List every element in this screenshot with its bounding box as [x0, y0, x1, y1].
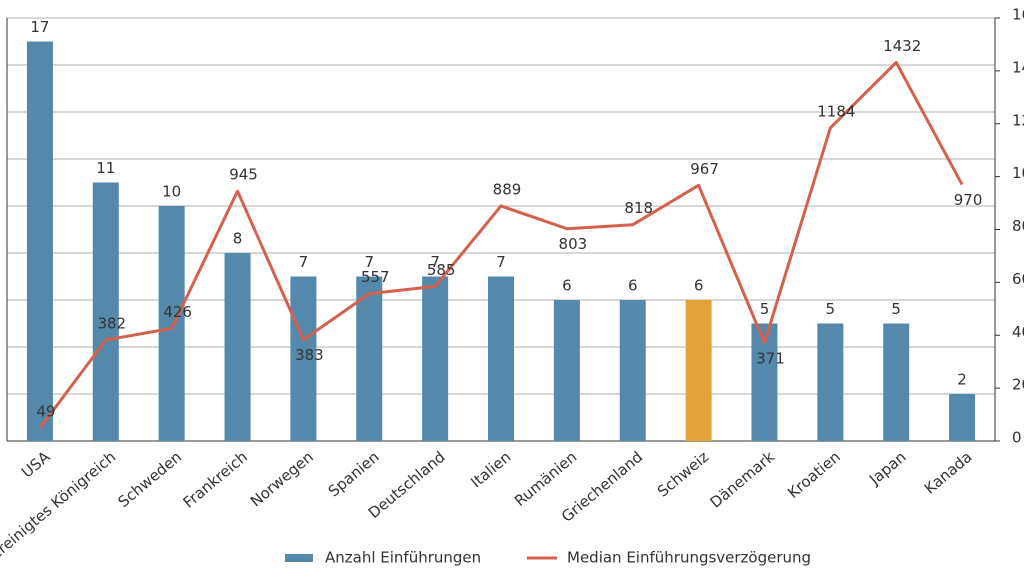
line: [38, 60, 964, 429]
y2-tick-label: 1600: [1012, 6, 1024, 24]
line-value-label: 970: [954, 191, 983, 209]
x-tick-label: Japan: [865, 448, 909, 489]
x-tick-label: Kanada: [921, 448, 976, 498]
bar: [224, 253, 251, 441]
bar: [685, 300, 712, 441]
bar-value-label: 7: [299, 253, 309, 271]
bar-value-label: 5: [760, 300, 770, 318]
line-value-label: 967: [690, 160, 719, 178]
bar: [290, 276, 317, 441]
line-value-label: 49: [36, 403, 55, 421]
line-value-label: 818: [624, 199, 653, 217]
legend-swatch: [285, 554, 313, 562]
x-tick-label: Rumänien: [511, 448, 580, 510]
legend-label: Median Einführungsverzögerung: [567, 549, 811, 567]
y2-tick-label: 1000: [1012, 164, 1024, 182]
bar-value-label: 17: [30, 18, 49, 36]
bar-value-label: 8: [233, 230, 243, 248]
bar-value-label: 6: [562, 277, 572, 295]
x-tick-label: Frankreich: [180, 448, 251, 512]
line-value-label: 371: [756, 349, 785, 367]
y2-tick-label: 600: [1012, 270, 1024, 288]
bar: [553, 300, 580, 441]
bar-value-label: 5: [826, 300, 836, 318]
bar-value-label: 6: [628, 277, 638, 295]
line-value-label: 383: [295, 346, 324, 364]
bar: [92, 182, 119, 441]
line-value-label: 889: [493, 180, 522, 198]
x-tick-label: USA: [18, 447, 54, 481]
bar: [158, 206, 185, 441]
bar: [422, 276, 449, 441]
bar: [883, 323, 910, 441]
bar-value-label: 7: [430, 253, 440, 271]
x-tick-label: Schweiz: [654, 448, 712, 501]
bar: [26, 41, 53, 441]
bar: [817, 323, 844, 441]
y2-tick-label: 800: [1012, 217, 1024, 235]
line-value-label: 803: [559, 235, 588, 253]
line-value-label: 1432: [883, 37, 921, 55]
bar: [356, 276, 383, 441]
x-tick-label: Italien: [467, 448, 514, 492]
bar-value-label: 5: [891, 300, 901, 318]
y2-tick-label: 400: [1012, 323, 1024, 341]
bar: [619, 300, 646, 441]
bar-value-label: 6: [694, 277, 704, 295]
bar-value-label: 10: [162, 183, 181, 201]
x-tick-label: Norwegen: [247, 448, 317, 511]
x-tick-label: Spanien: [325, 448, 383, 501]
bar-value-label: 2: [957, 371, 967, 389]
bar: [949, 394, 976, 441]
y2-tick-label: 200: [1012, 376, 1024, 394]
line-value-label: 1184: [817, 102, 855, 120]
bar-value-label: 7: [496, 253, 506, 271]
y2-tick-label: 0: [1012, 429, 1022, 447]
line-value-label: 585: [427, 261, 456, 279]
x-tick-label: Kroatien: [784, 448, 844, 502]
line-value-label: 382: [97, 315, 126, 333]
x-tick-label: Dänemark: [707, 448, 779, 512]
legend-label: Anzahl Einführungen: [325, 549, 481, 567]
x-tick-label: Vereinigtes Königreich: [0, 448, 119, 569]
bar-value-label: 7: [364, 253, 374, 271]
line-value-label: 426: [163, 303, 192, 321]
x-tick-label: Schweden: [115, 448, 186, 511]
y2-tick-label: 1400: [1012, 58, 1024, 76]
line-value-label: 945: [229, 166, 258, 184]
bar: [488, 276, 514, 441]
y2-tick-label: 1200: [1012, 111, 1024, 129]
line-value-label: 557: [361, 268, 390, 286]
bar-value-label: 11: [96, 159, 115, 177]
